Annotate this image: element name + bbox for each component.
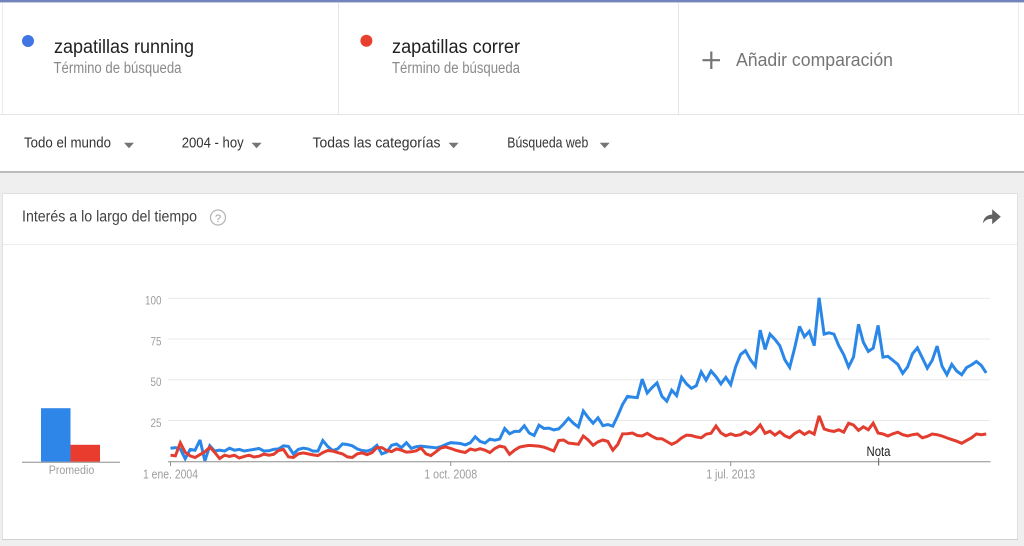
svg-text:25: 25	[151, 416, 162, 430]
svg-text:zapatillas running: zapatillas running	[54, 37, 194, 58]
svg-text:75: 75	[151, 334, 162, 348]
svg-text:Añadir comparación: Añadir comparación	[736, 50, 893, 70]
svg-text:?: ?	[215, 213, 221, 225]
svg-text:50: 50	[151, 375, 162, 389]
svg-text:zapatillas correr: zapatillas correr	[392, 37, 521, 58]
svg-text:1 jul. 2013: 1 jul. 2013	[706, 467, 755, 482]
svg-text:Término de búsqueda: Término de búsqueda	[54, 60, 182, 77]
svg-text:1 oct. 2008: 1 oct. 2008	[424, 467, 477, 482]
svg-text:1 ene. 2004: 1 ene. 2004	[143, 467, 198, 482]
svg-text:Nota: Nota	[867, 444, 891, 459]
svg-text:Promedio: Promedio	[49, 465, 95, 477]
svg-text:Búsqueda web: Búsqueda web	[507, 136, 588, 152]
svg-text:2004 - hoy: 2004 - hoy	[182, 136, 245, 152]
svg-text:Todo el mundo: Todo el mundo	[24, 136, 111, 152]
svg-text:Interés a lo largo del tiempo: Interés a lo largo del tiempo	[22, 209, 197, 226]
svg-text:100: 100	[145, 294, 162, 308]
svg-text:Término de búsqueda: Término de búsqueda	[392, 60, 520, 77]
svg-text:Todas las categorías: Todas las categorías	[313, 136, 441, 152]
